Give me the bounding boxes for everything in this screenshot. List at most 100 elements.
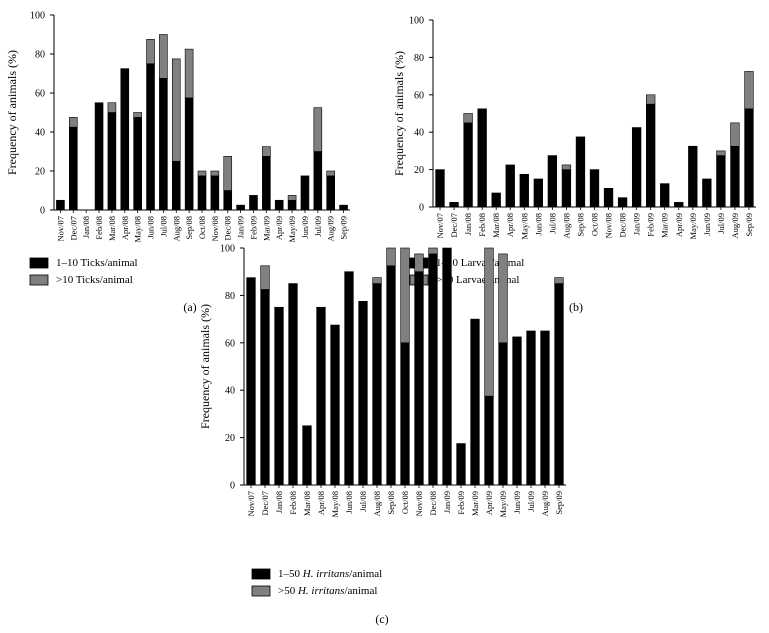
x-tick-label: Jun/09 (512, 491, 522, 514)
bar-primary-segment (470, 318, 480, 486)
x-tick-label: Jan/09 (632, 213, 642, 235)
bar-primary-segment (477, 108, 487, 208)
bar-primary-segment (260, 289, 270, 486)
x-tick-label: Aug/09 (730, 213, 740, 239)
x-tick-label: Feb/08 (288, 491, 298, 515)
x-tick-label: Jul/09 (716, 213, 726, 234)
x-tick-label: Feb/08 (477, 213, 487, 237)
bar-primary-segment (372, 283, 382, 486)
x-tick-label: Apr/08 (505, 213, 515, 237)
bar-primary-segment (288, 283, 298, 486)
bar-primary-segment (547, 155, 558, 208)
bar-secondary-segment (498, 253, 508, 344)
bar-secondary-segment (159, 34, 168, 79)
bar-primary-segment (302, 425, 312, 486)
bar-primary-segment (313, 151, 323, 211)
panel-label: (c) (375, 612, 388, 626)
bar-secondary-segment (313, 107, 323, 152)
x-tick-label: Dec/08 (223, 216, 233, 241)
y-tick-label: 100 (409, 16, 424, 27)
bar-primary-segment (575, 136, 586, 208)
legend-label: >50 H. irritans/animal (278, 585, 377, 597)
bar-primary-segment (262, 156, 271, 211)
bar-secondary-segment (428, 247, 438, 255)
x-tick-label: Aug/08 (561, 213, 571, 239)
bar-primary-segment (339, 204, 348, 211)
x-tick-label: Oct/08 (197, 216, 207, 239)
legend-swatch (29, 257, 49, 269)
bar-secondary-segment (184, 48, 194, 99)
bar-primary-segment (744, 108, 754, 208)
y-tick-label: 20 (225, 433, 235, 444)
bar-secondary-segment (484, 247, 494, 397)
y-tick-label: 40 (35, 128, 45, 139)
y-tick-label: 20 (414, 165, 424, 176)
bar-secondary-segment (133, 112, 142, 118)
legend-swatch (29, 274, 49, 286)
bar-primary-segment (505, 164, 515, 208)
bar-secondary-segment (730, 122, 740, 147)
x-tick-label: Nov/08 (414, 491, 424, 517)
bar-primary-segment (435, 169, 445, 208)
bar-secondary-segment (69, 117, 78, 128)
x-tick-label: Feb/09 (248, 216, 258, 240)
x-tick-label: Apr/08 (120, 216, 130, 240)
x-tick-label: Jan/09 (442, 491, 452, 513)
bar-secondary-segment (260, 265, 270, 290)
x-tick-label: Nov/07 (435, 213, 445, 239)
y-axis-title: Frequency of animals (%) (392, 51, 406, 176)
bar-primary-segment (330, 324, 340, 486)
x-tick-label: Apr/09 (274, 216, 284, 240)
chart-panel-b: 0 20 40 60 80 100 Frequency of animals (%) Nov/… (392, 16, 756, 314)
x-tick-label: Dec/07 (260, 491, 270, 516)
y-tick-label: 60 (225, 338, 235, 349)
x-tick-label: Dec/07 (68, 216, 78, 241)
bar-primary-segment (533, 178, 543, 208)
bar-primary-segment (491, 192, 501, 208)
x-tick-label: May/09 (688, 213, 698, 239)
x-tick-label: Mar/09 (660, 213, 670, 238)
legend-label: >10 Ticks/animal (56, 274, 133, 286)
x-tick-label: Jun/09 (300, 216, 310, 239)
bar-primary-segment (688, 145, 698, 208)
x-tick-label: Mar/08 (491, 213, 501, 238)
x-tick-label: Oct/08 (590, 213, 600, 236)
bar-primary-segment (526, 330, 536, 486)
bar-primary-segment (316, 306, 326, 486)
bar-primary-segment (716, 155, 726, 208)
bar-primary-segment (702, 178, 712, 208)
x-tick-label: May/08 (133, 216, 143, 242)
bar-primary-segment (603, 188, 614, 208)
x-tick-label: Apr/09 (674, 213, 684, 237)
y-tick-label: 80 (414, 53, 424, 64)
bar-primary-segment (484, 395, 494, 486)
bar-secondary-segment (146, 39, 155, 65)
bar-secondary-segment (107, 102, 117, 113)
bar-secondary-segment (326, 170, 335, 177)
y-tick-label: 0 (40, 206, 45, 217)
bar-primary-segment (730, 145, 740, 208)
x-tick-label: Dec/08 (428, 491, 438, 516)
x-tick-label: Dec/08 (618, 213, 628, 238)
bar-primary-segment (646, 103, 656, 208)
bar-primary-segment (386, 265, 396, 486)
bar-primary-segment (274, 199, 284, 211)
x-tick-label: Jul/08 (158, 216, 168, 237)
x-tick-label: Nov/08 (604, 213, 614, 239)
bar-primary-segment (674, 202, 684, 208)
bar-secondary-segment (287, 195, 297, 201)
legend-label: 1–10 Ticks/animal (56, 257, 138, 269)
bar-primary-segment (463, 122, 473, 208)
y-tick-label: 20 (35, 167, 45, 178)
bar-secondary-segment (414, 253, 424, 273)
x-tick-label: Jul/09 (526, 491, 536, 512)
bar-primary-segment (449, 202, 459, 208)
bar-primary-segment (56, 199, 65, 211)
bar-primary-segment (442, 247, 452, 486)
x-tick-label: May/09 (498, 491, 508, 517)
legend-swatch (251, 568, 271, 580)
x-tick-label: Jun/08 (533, 213, 543, 236)
x-tick-label: Jan/09 (236, 216, 246, 238)
bar-secondary-segment (400, 247, 410, 344)
